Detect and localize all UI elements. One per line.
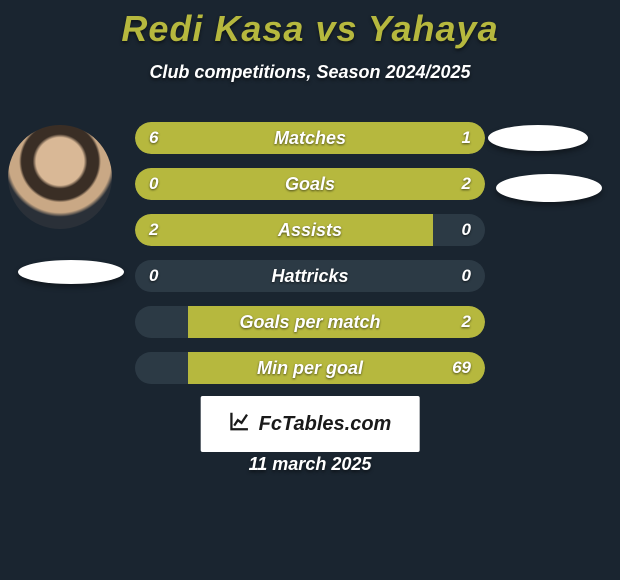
bar-value-right: 1 <box>462 128 471 148</box>
stat-bar: Goals0 2 <box>135 168 485 200</box>
chart-icon <box>229 410 251 438</box>
main-container: Redi Kasa vs Yahaya Club competitions, S… <box>0 0 620 580</box>
page-subtitle: Club competitions, Season 2024/2025 <box>149 62 470 83</box>
bar-value-left: 6 <box>149 128 158 148</box>
bar-value-right: 2 <box>462 312 471 332</box>
stat-bar: Hattricks0 0 <box>135 260 485 292</box>
bar-label: Goals <box>135 174 485 195</box>
bar-label: Hattricks <box>135 266 485 287</box>
bar-value-left: 0 <box>149 266 158 286</box>
player-right-ellipse-1 <box>488 125 588 151</box>
bar-label: Assists <box>135 220 485 241</box>
stat-bar: Goals per match2 <box>135 306 485 338</box>
player-right-ellipse-2 <box>496 174 602 202</box>
bar-value-right: 2 <box>462 174 471 194</box>
player-left-avatar <box>8 125 112 229</box>
stat-bar: Matches6 1 <box>135 122 485 154</box>
watermark-text: FcTables.com <box>259 413 392 436</box>
bar-value-left: 2 <box>149 220 158 240</box>
stat-bars: Matches61Goals02Assists20Hattricks00Goal… <box>135 122 485 384</box>
player-left-ellipse <box>18 260 124 284</box>
bar-label: Matches <box>135 128 485 149</box>
bar-value-right: 69 <box>452 358 471 378</box>
watermark: FcTables.com <box>201 396 420 452</box>
date-label: 11 march 2025 <box>0 454 620 475</box>
page-title: Redi Kasa vs Yahaya <box>121 8 498 50</box>
bar-value-right: 0 <box>462 220 471 240</box>
bar-label: Goals per match <box>135 312 485 333</box>
bar-label: Min per goal <box>135 358 485 379</box>
bar-value-right: 0 <box>462 266 471 286</box>
stat-bar: Assists2 0 <box>135 214 485 246</box>
bar-value-left: 0 <box>149 174 158 194</box>
stat-bar: Min per goal69 <box>135 352 485 384</box>
